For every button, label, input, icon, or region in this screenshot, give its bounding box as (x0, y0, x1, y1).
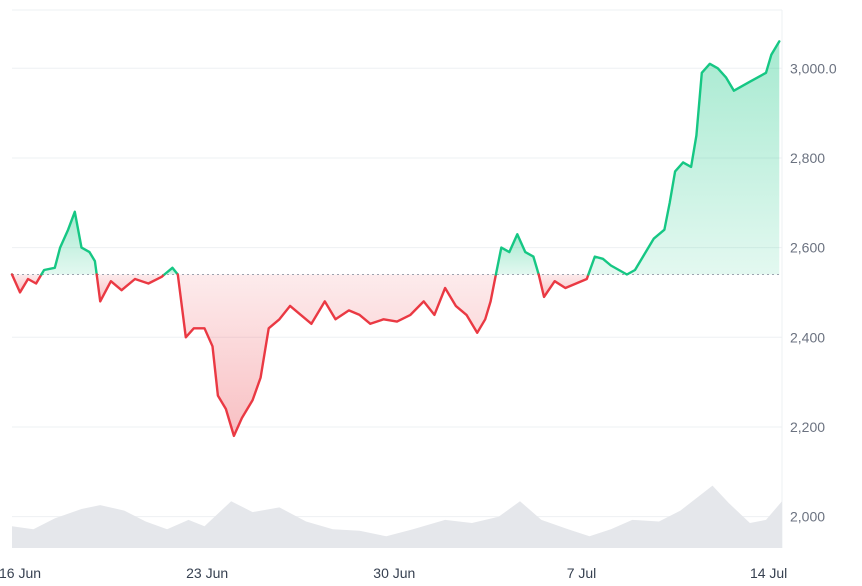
price-line-up (587, 40, 781, 276)
y-tick-label: 3,000.0 (790, 60, 837, 76)
x-tick-label: 30 Jun (373, 565, 415, 581)
up-area-fill (495, 234, 539, 275)
price-line-up (494, 233, 540, 276)
down-area-fill (12, 274, 42, 293)
y-tick-label: 2,400 (790, 329, 825, 345)
y-tick-label: 2,200 (790, 419, 825, 435)
y-axis: 2,000 2,200 2,400 2,600 2,800 3,000.0 (790, 60, 837, 524)
y-tick-label: 2,000 (790, 509, 825, 525)
y-tick-label: 2,800 (790, 150, 825, 166)
down-area-fill (177, 274, 496, 436)
price-line-down (537, 273, 590, 299)
grid-layer (12, 9, 783, 548)
price-line-down (95, 273, 166, 303)
up-area-fill (588, 41, 780, 275)
x-tick-label: 23 Jun (186, 565, 228, 581)
x-tick-label: 14 Jul (750, 565, 787, 581)
y-tick-label: 2,600 (790, 240, 825, 256)
line-layer (10, 40, 781, 438)
price-line-down (10, 273, 43, 294)
up-area-fill (41, 211, 97, 275)
x-axis: 16 Jun 23 Jun 30 Jun 7 Jul 14 Jul (0, 565, 787, 581)
fill-layer (12, 41, 780, 436)
volume-layer (12, 485, 782, 548)
price-line-up (163, 266, 179, 276)
price-line-down (176, 273, 498, 438)
price-line-up (40, 210, 98, 276)
down-area-fill (96, 274, 165, 302)
volume-area (12, 485, 782, 548)
x-tick-label: 16 Jun (0, 565, 41, 581)
x-tick-label: 7 Jul (567, 565, 597, 581)
